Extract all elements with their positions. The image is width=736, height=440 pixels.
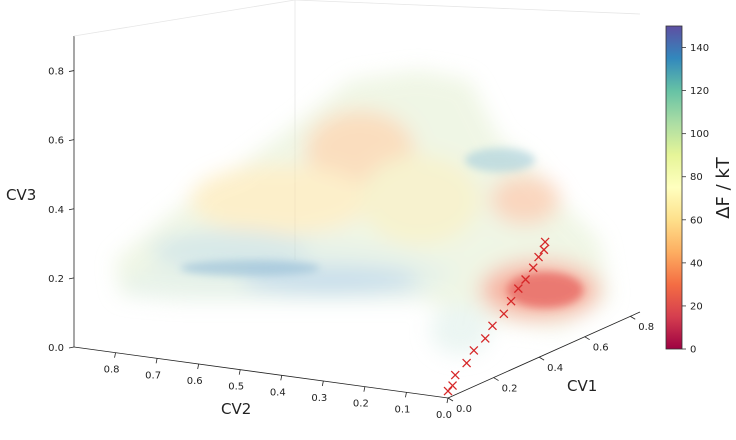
z-tick (68, 346, 75, 349)
z-tick-label: 0.2 (48, 274, 64, 285)
y-tick-label: 0.3 (311, 393, 327, 404)
y-tick-label: 0.1 (394, 404, 410, 415)
x-tick (538, 356, 545, 361)
colorbar-tick-label: 80 (690, 172, 703, 183)
y-tick (155, 358, 158, 364)
y-tick (321, 380, 324, 387)
x-tick-label: 0.0 (456, 404, 472, 415)
path-point (521, 275, 531, 284)
y-axis-label: CV2 (221, 400, 251, 418)
x-tick-label: 0.4 (547, 363, 563, 374)
x-axis-label: CV1 (567, 377, 597, 395)
y-tick-label: 0.0 (436, 410, 452, 421)
z-tick (68, 139, 75, 142)
path-point (450, 370, 460, 380)
colorbar: 0 20 40 60 80 100 120 140 ΔF / kT (665, 25, 734, 356)
z-tick-label: 0.8 (48, 67, 64, 78)
path-point (513, 284, 523, 294)
colorbar-tick-label: 120 (690, 86, 709, 97)
y-tick (114, 352, 116, 358)
x-tick-label: 0.8 (638, 322, 654, 333)
path-point (448, 381, 458, 391)
z-tick (68, 277, 75, 280)
y-tick (280, 375, 283, 381)
x-tick-label: 0.6 (593, 343, 609, 354)
colorbar-tick-label: 20 (690, 301, 703, 312)
x-tick-labels: 0.0 0.2 0.4 0.6 0.8 (447, 315, 654, 415)
z-tick-labels: 0.0 0.2 0.4 0.6 0.8 (48, 67, 75, 354)
colorbar-gradient (665, 25, 683, 350)
y-tick-label: 0.2 (353, 399, 369, 410)
y-tick-label: 0.5 (228, 382, 244, 393)
y-tick (363, 386, 366, 392)
path-point (443, 386, 453, 396)
x-tick (630, 315, 636, 320)
free-energy-surface (115, 70, 610, 355)
colorbar-label: ΔF / kT (713, 156, 734, 219)
z-tick-label: 0.6 (48, 136, 64, 147)
path-point (462, 358, 472, 368)
y-tick (405, 392, 407, 398)
colorbar-tick-label: 0 (690, 345, 696, 356)
z-tick-label: 0.4 (48, 205, 64, 216)
colorbar-tick-label: 60 (690, 215, 703, 226)
x-tick (584, 336, 590, 341)
y-tick (238, 369, 241, 375)
path-point (469, 345, 479, 355)
colorbar-tick-label: 140 (690, 43, 709, 54)
x-tick-label: 0.2 (502, 384, 518, 395)
y-tick (446, 397, 449, 404)
y-tick-label: 0.4 (270, 387, 286, 398)
z-tick (68, 70, 75, 72)
x-tick (447, 397, 454, 402)
path-point (488, 321, 497, 331)
y-tick-labels: 0.8 0.7 0.6 0.5 0.4 0.3 0.2 0.1 0.0 (104, 352, 452, 421)
colorbar-tick-label: 40 (690, 258, 703, 269)
path-point (480, 333, 490, 343)
y-tick-label: 0.7 (145, 370, 161, 381)
z-tick (68, 208, 75, 211)
path-point (499, 309, 509, 319)
transition-path (443, 237, 550, 396)
y-tick (197, 363, 200, 370)
x-tick (493, 377, 499, 381)
z-axis-label: CV3 (6, 186, 36, 204)
z-tick-label: 0.0 (48, 343, 64, 354)
y-tick-label: 0.6 (187, 376, 203, 387)
path-point (540, 237, 550, 247)
path-point (528, 263, 538, 273)
path-point (506, 296, 516, 306)
path-point (539, 245, 549, 255)
y-tick-label: 0.8 (104, 365, 120, 376)
colorbar-tick-label: 100 (690, 129, 709, 140)
path-point (534, 252, 544, 262)
colorbar-ticks: 0 20 40 60 80 100 120 140 (682, 43, 709, 356)
